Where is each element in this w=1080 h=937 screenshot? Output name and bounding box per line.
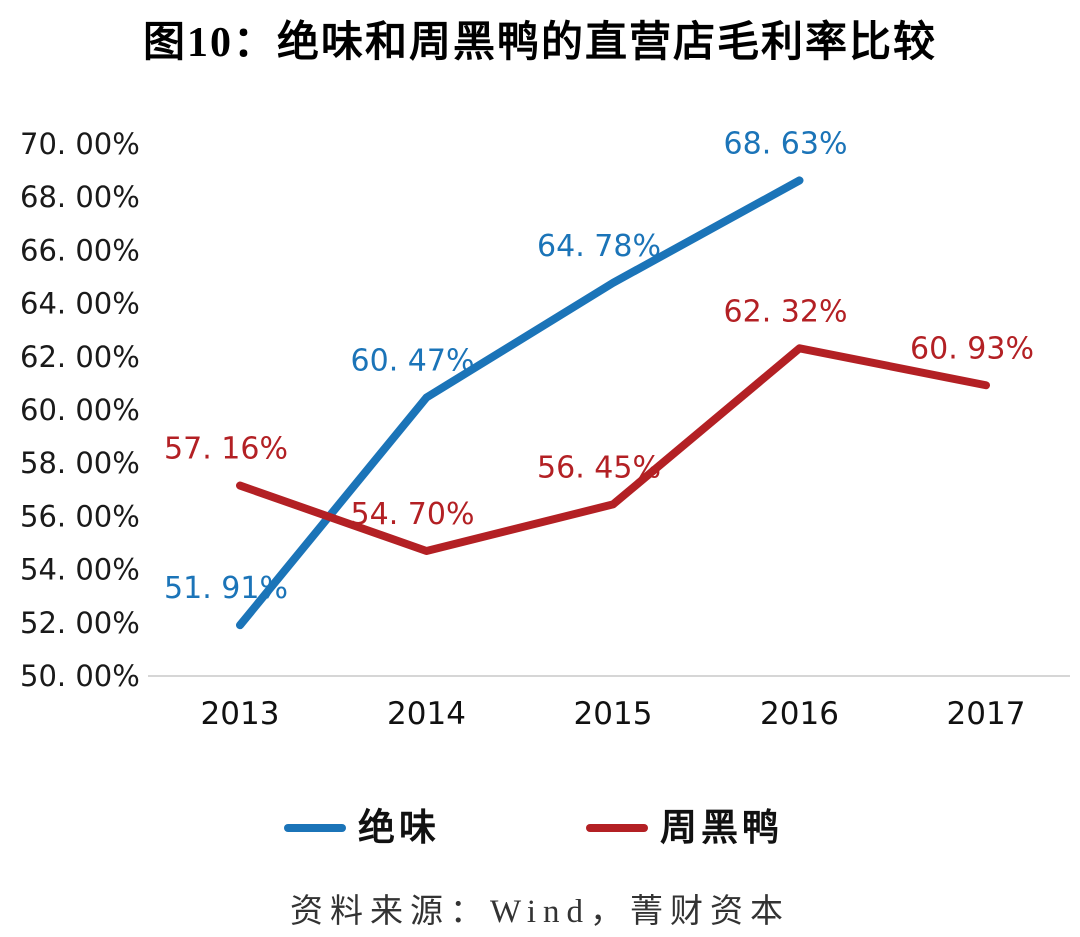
data-label: 60. 47% [351, 343, 475, 378]
legend-item-zhouheiya: 周黑鸭 [586, 800, 783, 856]
data-label: 60. 93% [910, 331, 1034, 366]
series-line-1 [236, 344, 990, 555]
chart-title: 图10：绝味和周黑鸭的直营店毛利率比较 [142, 20, 937, 66]
legend-swatch-juewei [284, 824, 346, 832]
data-label: 68. 63% [724, 126, 848, 161]
chart-legend: 绝味 周黑鸭 [0, 800, 1080, 856]
source-note: 资料来源：Wind，菁财资本 [290, 894, 790, 930]
data-label: 51. 91% [164, 571, 288, 606]
y-axis-tick-label: 66. 00% [20, 233, 140, 267]
x-axis-tick-label: 2015 [574, 696, 653, 732]
data-label: 56. 45% [537, 450, 661, 485]
x-axis-tick-label: 2013 [201, 696, 280, 732]
legend-label-juewei: 绝味 [358, 807, 440, 849]
y-axis-tick-label: 50. 00% [20, 659, 140, 693]
y-axis-tick-label: 54. 00% [20, 553, 140, 587]
legend-label-zhouheiya: 周黑鸭 [660, 807, 783, 849]
series-line-0 [236, 176, 804, 630]
y-axis-tick-label: 52. 00% [20, 606, 140, 640]
y-axis-tick-label: 56. 00% [20, 499, 140, 533]
y-axis-tick-label: 62. 00% [20, 340, 140, 374]
legend-swatch-zhouheiya [586, 824, 648, 832]
data-label: 57. 16% [164, 432, 288, 467]
y-axis-tick-label: 60. 00% [20, 393, 140, 427]
line-chart: 50. 00% 52. 00% 54. 00% 56. 00% 58. 00% 60. 0… [20, 126, 1070, 732]
y-axis-tick-label: 58. 00% [20, 446, 140, 480]
y-axis-tick-label: 64. 00% [20, 287, 140, 321]
x-axis-tick-label: 2017 [947, 696, 1026, 732]
y-axis-tick-label: 68. 00% [20, 180, 140, 214]
x-axis-tick-label: 2014 [387, 696, 466, 732]
data-label: 54. 70% [351, 497, 475, 532]
data-label: 64. 78% [537, 229, 661, 264]
x-axis-tick-label: 2016 [760, 696, 839, 732]
data-label: 62. 32% [724, 294, 848, 329]
legend-item-juewei: 绝味 [284, 800, 440, 856]
y-axis-tick-label: 70. 00% [20, 127, 140, 161]
